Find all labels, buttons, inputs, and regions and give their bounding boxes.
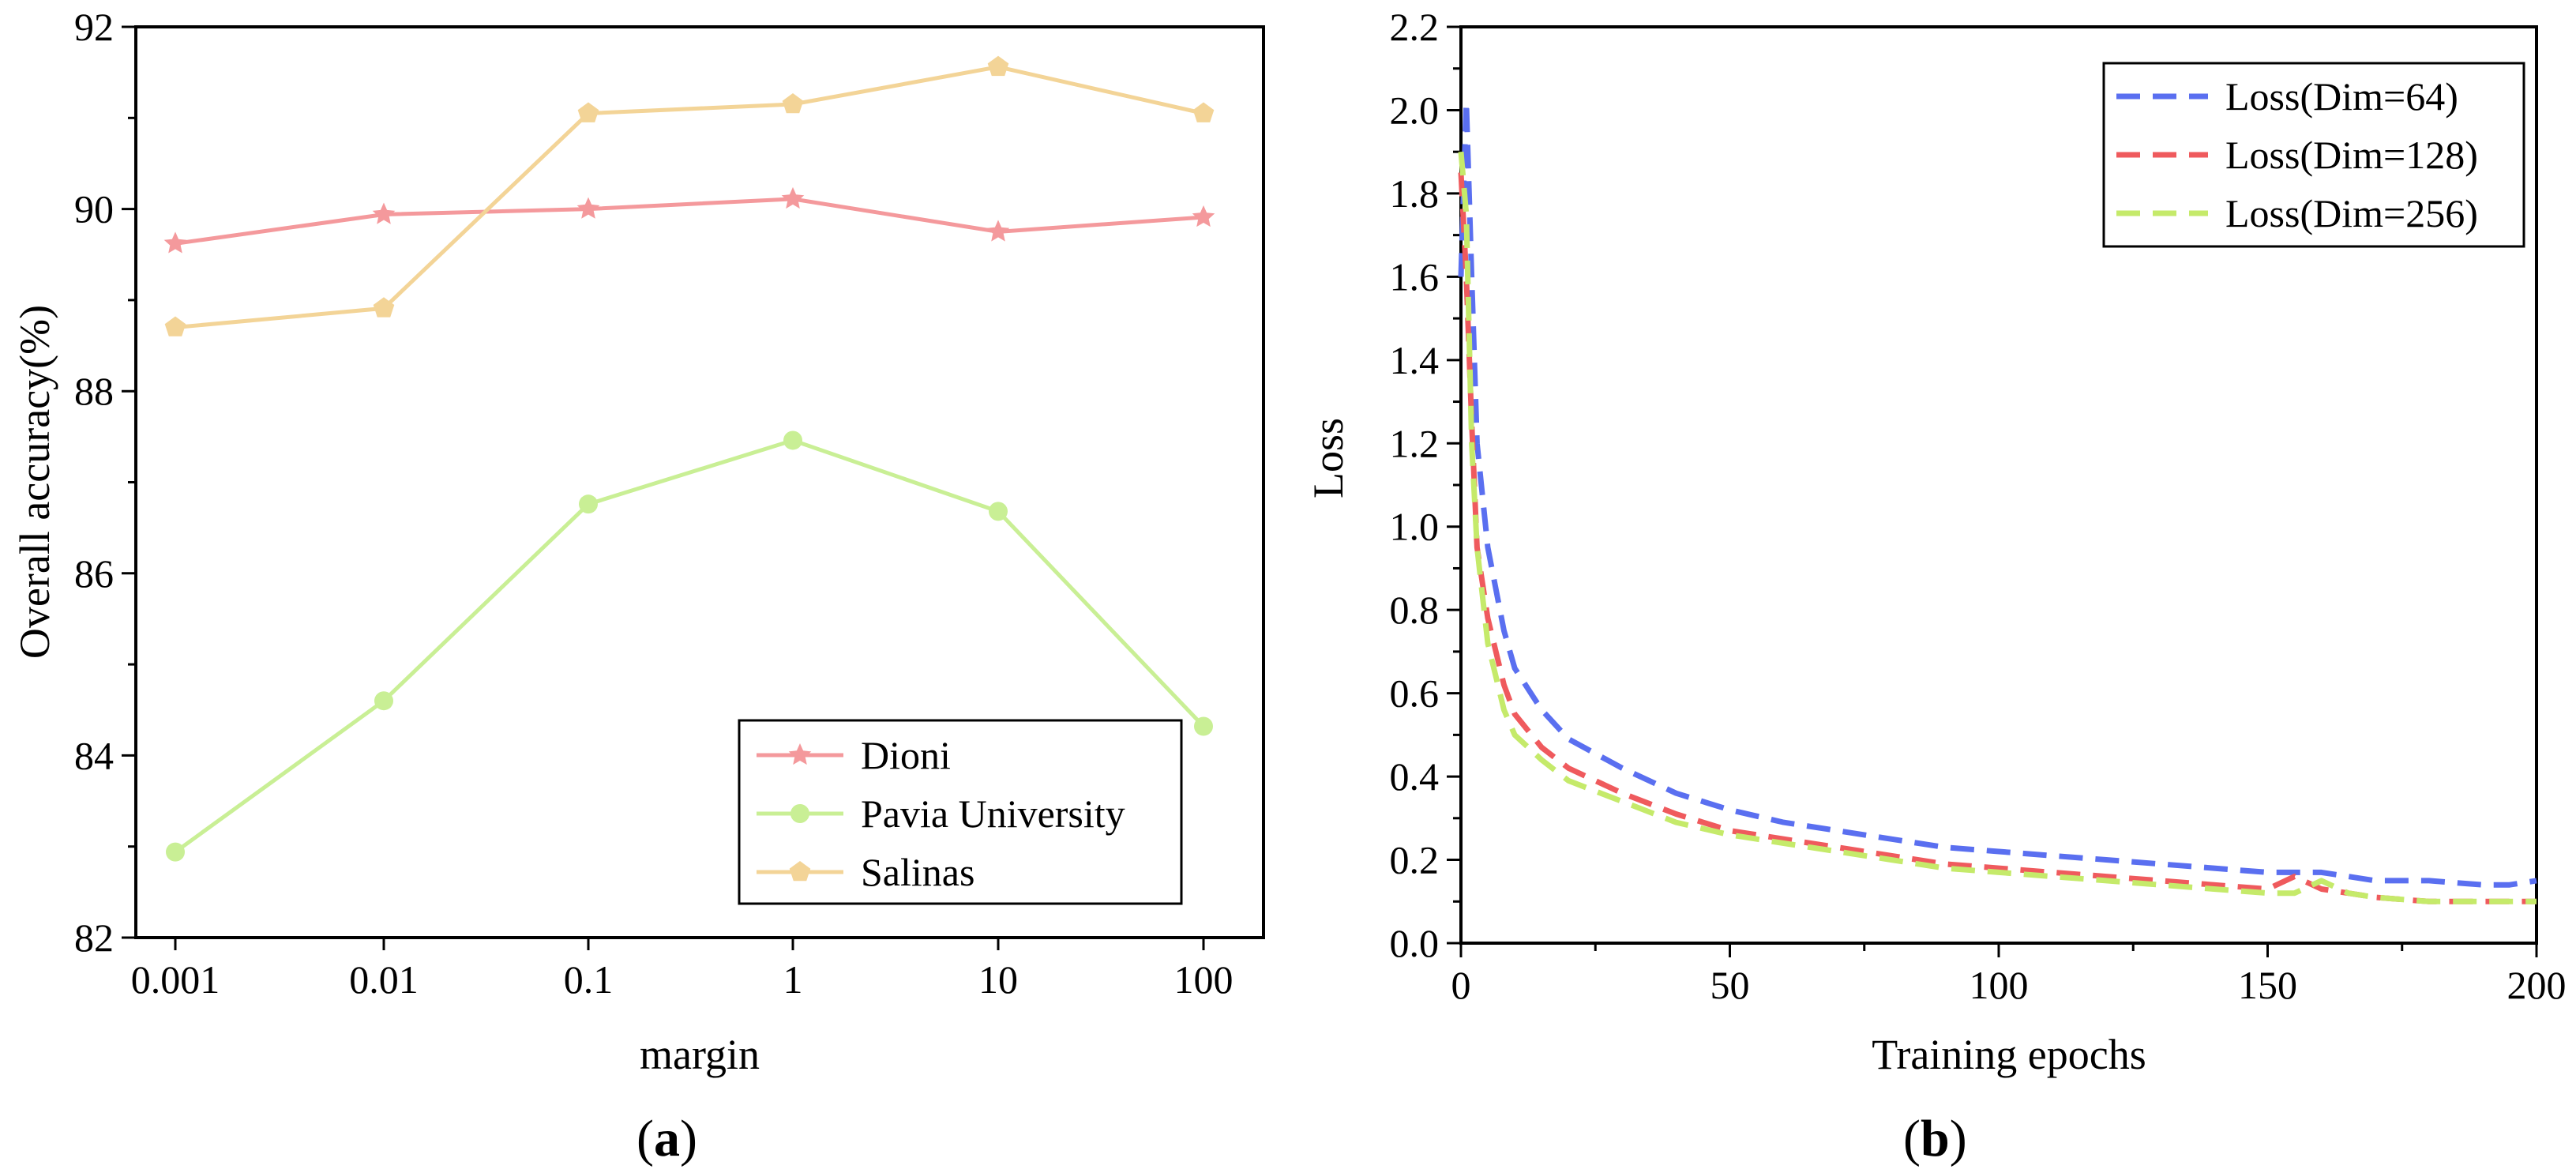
chart-a-legend-label: Pavia University: [861, 791, 1125, 836]
chart-a-data-point: [989, 502, 1008, 521]
chart-a-y-axis-label: Overall accuracy(%): [11, 305, 58, 659]
chart-a-data-point: [1194, 716, 1213, 736]
chart-b-panel-label: (b): [1903, 1110, 1967, 1167]
chart-b-legend-label: Loss(Dim=128): [2225, 133, 2478, 177]
chart-b-x-tick-label: 0: [1451, 963, 1471, 1007]
chart-a-data-point: [164, 316, 186, 336]
chart-a-data-point: [783, 430, 802, 450]
chart-b-y-tick-label: 1.6: [1390, 254, 1440, 299]
chart-a-legend-label: Salinas: [861, 850, 974, 894]
chart-a-y-tick-label: 86: [74, 551, 114, 596]
chart-a-x-tick-label: 100: [1174, 957, 1234, 1002]
chart-a-data-point: [986, 220, 1010, 242]
chart-a-x-tick-label: 10: [978, 957, 1018, 1002]
chart-a-data-point: [782, 93, 804, 114]
chart-a-data-point: [1192, 102, 1215, 122]
chart-a-x-tick-label: 0.01: [349, 957, 419, 1002]
chart-b-y-tick-label: 0.4: [1390, 754, 1440, 799]
chart-a-data-point: [781, 186, 805, 209]
chart-b-y-axis-label: Loss: [1305, 418, 1352, 498]
chart-a-data-point: [373, 297, 395, 318]
chart-b-y-tick-label: 1.2: [1390, 421, 1440, 465]
chart-a-y-tick-label: 92: [74, 5, 114, 49]
chart-b-y-tick-label: 0.6: [1390, 671, 1440, 716]
chart-b-y-tick-label: 0.8: [1390, 588, 1440, 632]
chart-a-panel-label: (a): [636, 1110, 697, 1167]
chart-a-data-point: [372, 202, 396, 224]
chart-a-data-point: [577, 102, 599, 122]
chart-b-legend: Loss(Dim=64) Loss(Dim=128) Loss(Dim=256): [2102, 62, 2525, 248]
chart-b-x-tick-label: 150: [2238, 963, 2297, 1007]
chart-b-x-tick-label: 100: [1970, 963, 2029, 1007]
chart-b-y-tick-label: 0.0: [1390, 921, 1440, 965]
chart-a-data-point: [579, 494, 598, 514]
chart-a-data-point: [576, 197, 600, 219]
chart-b-series-line-1: [1458, 172, 2537, 904]
chart-a-legend-marker: [789, 861, 811, 882]
chart-a-data-point: [1192, 205, 1215, 227]
chart-a-data-point: [987, 55, 1009, 77]
chart-a-y-tick-label: 84: [74, 733, 114, 777]
chart-b-y-tick-label: 1.8: [1390, 171, 1440, 216]
chart-a-x-axis-label: margin: [640, 1031, 760, 1078]
chart-a-legend: Dioni Pavia University Salinas: [738, 719, 1183, 905]
chart-a-y-tick-label: 82: [74, 915, 114, 960]
chart-a-x-tick-label: 0.001: [131, 957, 220, 1002]
chart-a-series-line-0: [175, 197, 1204, 246]
chart-b-x-axis-label: Training epochs: [1872, 1031, 2146, 1078]
chart-a-x-tick-label: 0.1: [564, 957, 614, 1002]
chart-b-y-tick-label: 1.0: [1390, 505, 1440, 549]
chart-a-series-line-2: [175, 65, 1204, 329]
chart-b-x-tick-label: 200: [2507, 963, 2567, 1007]
chart-a-y-tick-label: 90: [74, 187, 114, 231]
chart-a-legend-marker: [790, 804, 809, 823]
chart-b-series-line-2: [1458, 151, 2537, 904]
chart-a-legend-marker: [788, 743, 812, 765]
chart-b-legend-label: Loss(Dim=64): [2225, 74, 2458, 118]
chart-b-y-tick-label: 2.2: [1390, 5, 1440, 49]
chart-a-data-point: [163, 231, 187, 254]
chart-b-y-tick-label: 1.4: [1390, 338, 1440, 382]
chart-b-y-tick-label: 0.2: [1390, 838, 1440, 882]
chart-a-data-point: [374, 691, 393, 711]
chart-a-x-tick-label: 1: [783, 957, 803, 1002]
chart-b-y-tick-label: 2.0: [1390, 88, 1440, 132]
chart-a-legend-label: Dioni: [861, 733, 951, 777]
chart-a-series-line-1: [174, 438, 1205, 854]
chart-b: 0 50 100 150 200 0.0 0.2 0.4 0.6 0.8 1.0 1.2 1.4 1.6 1…: [1305, 5, 2567, 1167]
chart-a-data-point: [166, 842, 185, 862]
chart-b-x-tick-label: 50: [1710, 963, 1750, 1007]
chart-a: 0.001 0.01 0.1 1 10 100 82 84 86 88 90 92 margin Ov…: [11, 5, 1265, 1167]
chart-a-y-tick-label: 88: [74, 369, 114, 413]
chart-b-series-line-0: [1458, 99, 2537, 888]
chart-b-legend-label: Loss(Dim=256): [2225, 191, 2478, 235]
